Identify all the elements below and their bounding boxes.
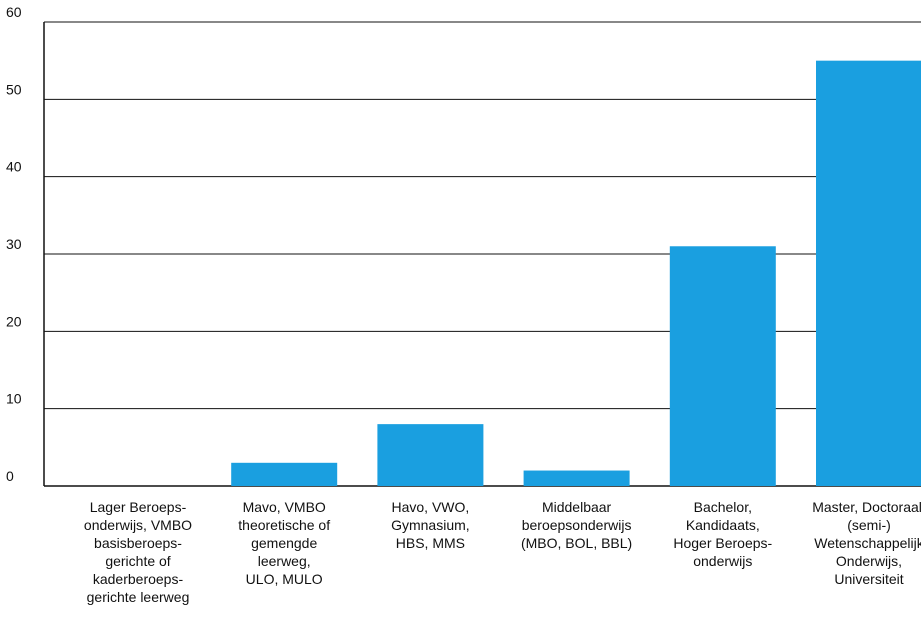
x-tick-label: Bachelor, Kandidaats, Hoger Beroeps- ond… (673, 499, 773, 569)
y-tick-label: 0 (6, 468, 14, 484)
y-tick-label: 30 (6, 236, 22, 252)
y-tick-label: 10 (6, 391, 22, 407)
x-tick-label: Lager Beroeps- onderwijs, VMBO basisbero… (83, 499, 193, 605)
y-tick-label: 60 (6, 4, 22, 20)
x-tick-label: Master, Doctoraal, (semi-) Wetenschappel… (812, 499, 921, 587)
bar-3 (377, 424, 484, 486)
bar-4 (523, 470, 630, 486)
y-tick-label: 20 (6, 313, 22, 329)
x-tick-label: Havo, VWO, Gymnasium, HBS, MMS (391, 499, 470, 551)
bar-6 (816, 60, 921, 487)
x-tick-label: Middelbaar beroepsonderwijs (MBO, BOL, B… (520, 499, 633, 551)
y-tick-label: 40 (6, 159, 22, 175)
bars (231, 60, 921, 487)
x-tick-label: Mavo, VMBO theoretische of gemengde leer… (238, 499, 331, 587)
grid-lines (44, 21, 921, 487)
y-axis-ticks: 0 10 20 30 40 50 60 (6, 4, 22, 484)
bar-5 (669, 246, 776, 486)
bar-2 (231, 462, 338, 486)
y-tick-label: 50 (6, 81, 22, 97)
